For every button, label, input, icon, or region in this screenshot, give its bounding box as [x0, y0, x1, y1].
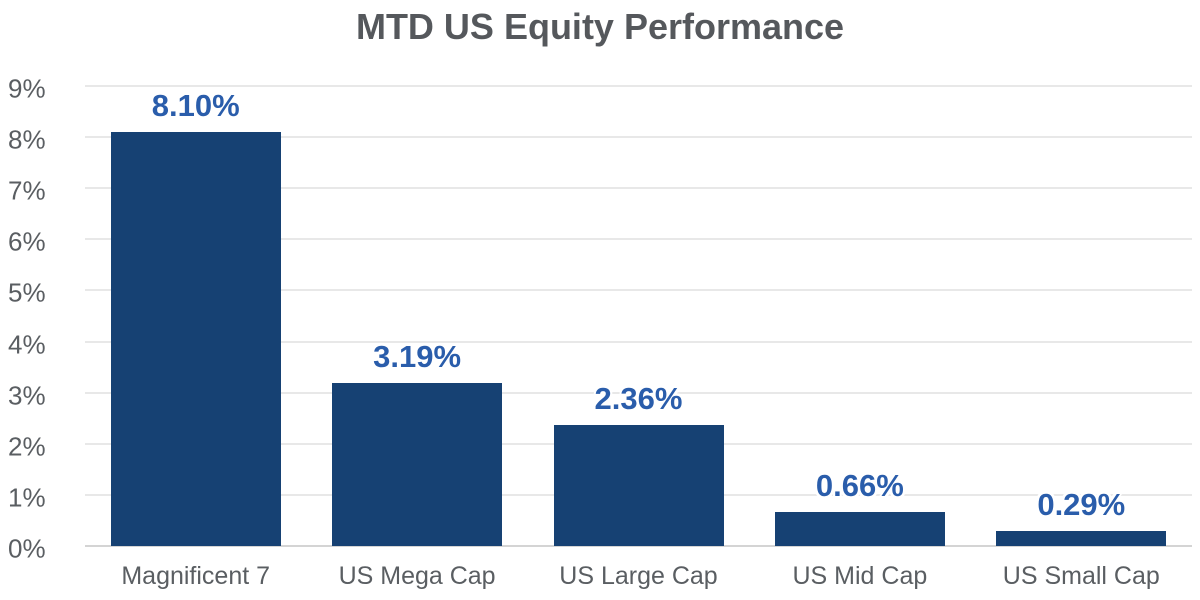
y-tick-label: 8% [8, 124, 46, 155]
y-tick-label: 0% [8, 533, 46, 564]
y-tick-label: 9% [8, 73, 46, 104]
bar [553, 425, 724, 546]
gridline [85, 391, 1192, 394]
plot-area: 9% 8% 7% 6% 5% 4% 3% 2% 1% 0% 8.10% Magnificent 7 3.… [8, 74, 1192, 590]
x-category-label: US Large Cap [559, 562, 718, 590]
y-tick-label: 7% [8, 175, 46, 206]
bar-value-label: 2.36% [594, 381, 683, 417]
y-tick-label: 1% [8, 482, 46, 513]
chart-title: MTD US Equity Performance [355, 6, 845, 47]
bar-value-label: 8.10% [151, 88, 240, 123]
gridline [85, 340, 1192, 343]
y-tick-label: 4% [8, 329, 46, 360]
bar [110, 132, 281, 546]
bar-value-label: 0.29% [1037, 487, 1126, 523]
y-tick-label: 3% [8, 380, 46, 411]
x-category-label: US Small Cap [1002, 562, 1160, 590]
gridline [85, 187, 1192, 190]
gridline [85, 289, 1192, 292]
x-category-label: US Mid Cap [792, 562, 928, 590]
y-tick-label: 6% [8, 226, 46, 257]
bar [774, 512, 945, 546]
gridline [85, 136, 1192, 139]
y-tick-label: 5% [8, 277, 46, 308]
bar [332, 382, 503, 546]
bar [996, 531, 1167, 546]
gridline [85, 238, 1192, 241]
x-category-label: Magnificent 7 [121, 562, 271, 590]
x-axis-baseline [85, 545, 1192, 547]
y-tick-label: 2% [8, 431, 46, 462]
bar-value-label: 0.66% [815, 468, 904, 504]
gridline [85, 85, 1192, 87]
bar-value-label: 3.19% [373, 338, 462, 374]
x-category-label: US Mega Cap [338, 562, 496, 590]
